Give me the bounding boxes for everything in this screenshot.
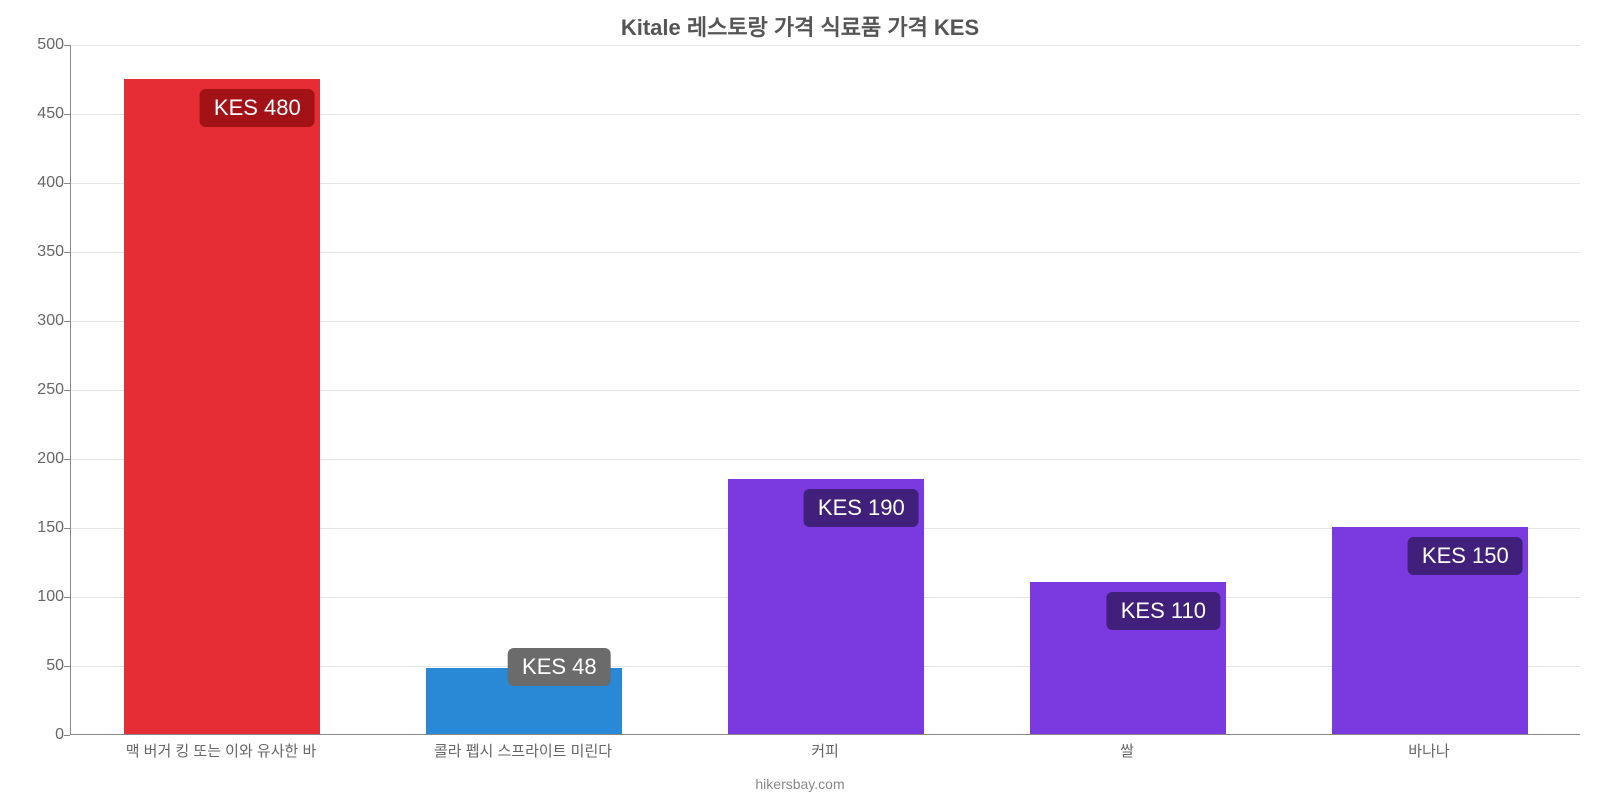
ytick-label: 350 bbox=[37, 243, 64, 261]
bars-group bbox=[71, 45, 1580, 734]
xtick-label: 콜라 펩시 스프라이트 미린다 bbox=[434, 740, 612, 761]
value-badge: KES 190 bbox=[804, 489, 919, 527]
xtick-label: 맥 버거 킹 또는 이와 유사한 바 bbox=[126, 740, 317, 761]
ytick-label: 300 bbox=[37, 312, 64, 330]
ytick-mark bbox=[64, 735, 70, 736]
xtick-label: 바나나 bbox=[1408, 740, 1449, 761]
ytick-label: 200 bbox=[37, 450, 64, 468]
value-badge: KES 110 bbox=[1107, 592, 1220, 630]
xtick-label: 쌀 bbox=[1120, 740, 1134, 761]
bar bbox=[124, 79, 320, 735]
source-label: hikersbay.com bbox=[0, 776, 1600, 792]
chart-title: Kitale 레스토랑 가격 식료품 가격 KES bbox=[0, 10, 1600, 42]
xtick-label: 커피 bbox=[811, 740, 839, 761]
ytick-label: 400 bbox=[37, 174, 64, 192]
chart-container: Kitale 레스토랑 가격 식료품 가격 KES 0 50 100 150 200 25… bbox=[0, 0, 1600, 800]
ytick-label: 150 bbox=[37, 519, 64, 537]
plot-area: KES 480 KES 48 KES 190 KES 110 KES 150 bbox=[70, 45, 1580, 735]
ytick-label: 250 bbox=[37, 381, 64, 399]
value-badge: KES 480 bbox=[200, 89, 315, 127]
ytick-label: 100 bbox=[37, 588, 64, 606]
value-badge: KES 48 bbox=[508, 648, 611, 686]
ytick-label: 450 bbox=[37, 105, 64, 123]
value-badge: KES 150 bbox=[1408, 537, 1523, 575]
ytick-label: 0 bbox=[55, 726, 64, 744]
ytick-label: 50 bbox=[46, 657, 64, 675]
ytick-label: 500 bbox=[37, 36, 64, 54]
